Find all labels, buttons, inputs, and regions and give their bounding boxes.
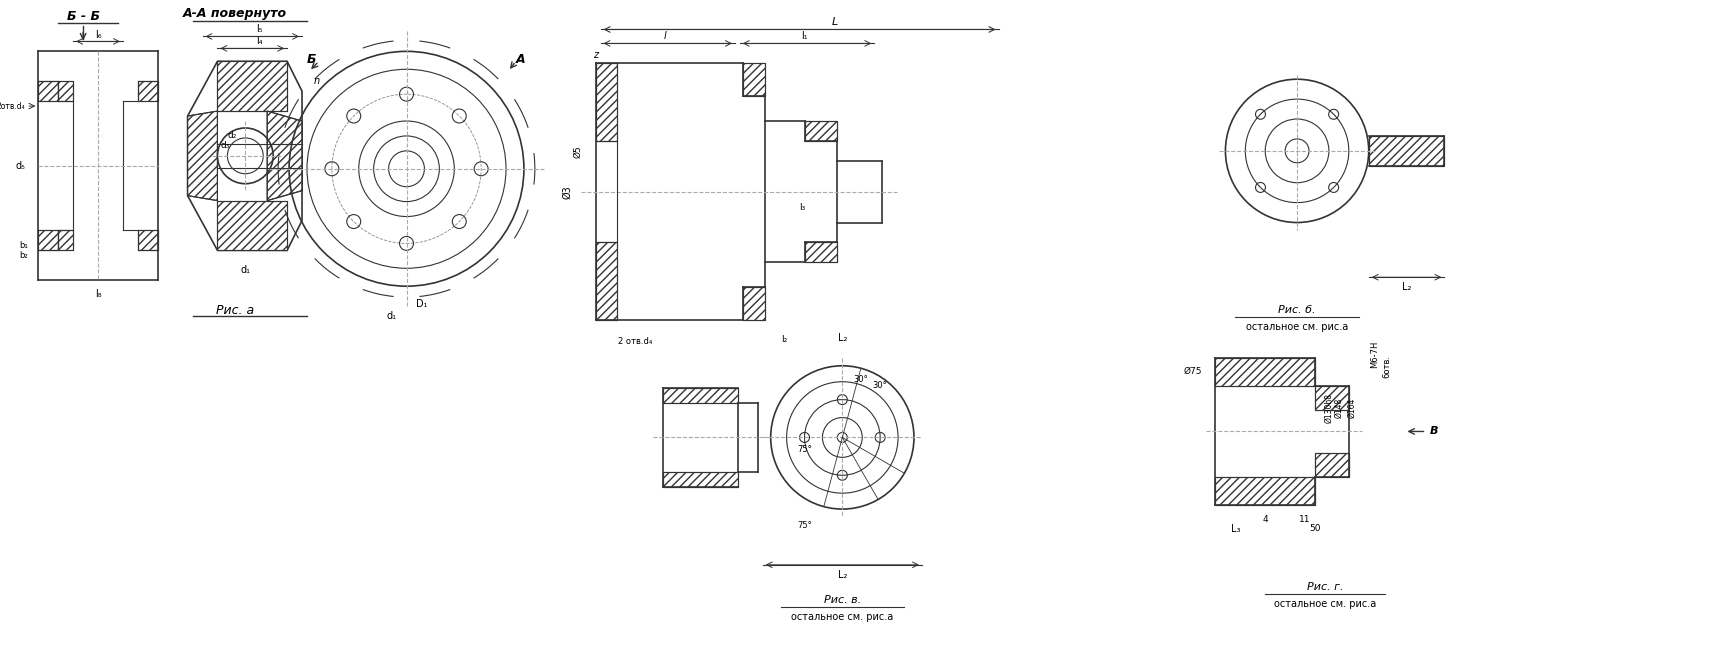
Text: 2 отв.d₄: 2 отв.d₄ <box>618 337 653 347</box>
Polygon shape <box>188 111 218 201</box>
Text: Б: Б <box>307 53 317 66</box>
Polygon shape <box>1316 386 1348 410</box>
Text: Рис. г.: Рис. г. <box>1307 582 1343 592</box>
Text: l: l <box>665 31 666 42</box>
Polygon shape <box>743 64 764 96</box>
Polygon shape <box>743 288 764 320</box>
Text: М6-7Н: М6-7Н <box>1370 341 1379 368</box>
Polygon shape <box>1369 136 1444 165</box>
Polygon shape <box>218 61 288 111</box>
Text: Рис. а: Рис. а <box>216 304 255 317</box>
Polygon shape <box>137 230 158 251</box>
Polygon shape <box>38 81 58 101</box>
Text: L₃: L₃ <box>1230 524 1240 534</box>
Text: D₁: D₁ <box>416 299 427 309</box>
Text: z: z <box>593 51 598 60</box>
Polygon shape <box>218 201 288 251</box>
Text: l₁: l₁ <box>802 31 809 42</box>
Text: В: В <box>1430 426 1439 437</box>
Polygon shape <box>1216 477 1316 505</box>
Text: l₃: l₃ <box>800 203 805 212</box>
Text: d₅: d₅ <box>15 161 26 171</box>
Text: b₁: b₁ <box>19 241 27 250</box>
Text: b₂: b₂ <box>19 251 27 260</box>
Text: 30°: 30° <box>872 381 887 390</box>
Text: 50: 50 <box>1309 524 1321 533</box>
Text: 30°: 30° <box>853 375 867 384</box>
Text: L: L <box>831 16 838 27</box>
Text: Ø130h8: Ø130h8 <box>1324 393 1333 422</box>
Text: l₈: l₈ <box>94 289 101 299</box>
Text: Ø148: Ø148 <box>1334 397 1343 418</box>
Text: l₄: l₄ <box>255 36 262 47</box>
Text: остальное см. рис.а: остальное см. рис.а <box>791 611 894 622</box>
Polygon shape <box>58 81 74 101</box>
Text: Б - Б: Б - Б <box>67 10 99 23</box>
Text: Ø75: Ø75 <box>1184 367 1203 376</box>
Polygon shape <box>188 61 301 251</box>
Text: 11: 11 <box>1298 515 1310 524</box>
Text: Рис. в.: Рис. в. <box>824 594 862 605</box>
Text: L₂: L₂ <box>838 570 846 580</box>
Text: 2отв.d₄: 2отв.d₄ <box>0 102 24 110</box>
Text: остальное см. рис.а: остальное см. рис.а <box>1245 322 1348 332</box>
Polygon shape <box>267 111 301 201</box>
Polygon shape <box>596 64 617 141</box>
Text: Ø164: Ø164 <box>1348 397 1357 418</box>
Text: Рис. б.: Рис. б. <box>1278 305 1316 315</box>
Polygon shape <box>1216 358 1316 386</box>
Text: 75°: 75° <box>797 520 812 530</box>
Text: d₂: d₂ <box>228 132 236 140</box>
Polygon shape <box>1316 454 1348 477</box>
Text: d₃: d₃ <box>221 141 230 151</box>
Text: L₂: L₂ <box>1401 282 1412 292</box>
Polygon shape <box>663 387 738 402</box>
Text: l₆: l₆ <box>94 31 101 40</box>
Text: Ø5: Ø5 <box>574 145 582 158</box>
Text: L₂: L₂ <box>838 333 846 343</box>
Polygon shape <box>596 243 617 320</box>
Text: l₂: l₂ <box>781 336 788 345</box>
Polygon shape <box>805 243 838 262</box>
Text: 4: 4 <box>1262 515 1268 524</box>
Text: Ø3: Ø3 <box>562 185 572 199</box>
Text: остальное см. рис.а: остальное см. рис.а <box>1274 598 1376 609</box>
Polygon shape <box>663 472 738 487</box>
Polygon shape <box>58 230 74 251</box>
Text: 75°: 75° <box>797 445 812 454</box>
Polygon shape <box>137 81 158 101</box>
Text: l₅: l₅ <box>255 25 262 34</box>
Polygon shape <box>805 121 838 141</box>
Polygon shape <box>38 230 58 251</box>
Text: 6отв.: 6отв. <box>1382 355 1391 378</box>
Text: n: n <box>313 76 320 86</box>
Text: А-А повернуто: А-А повернуто <box>183 7 288 20</box>
Text: d₁: d₁ <box>387 311 397 321</box>
Text: А: А <box>516 53 526 66</box>
Text: d₁: d₁ <box>240 265 250 275</box>
